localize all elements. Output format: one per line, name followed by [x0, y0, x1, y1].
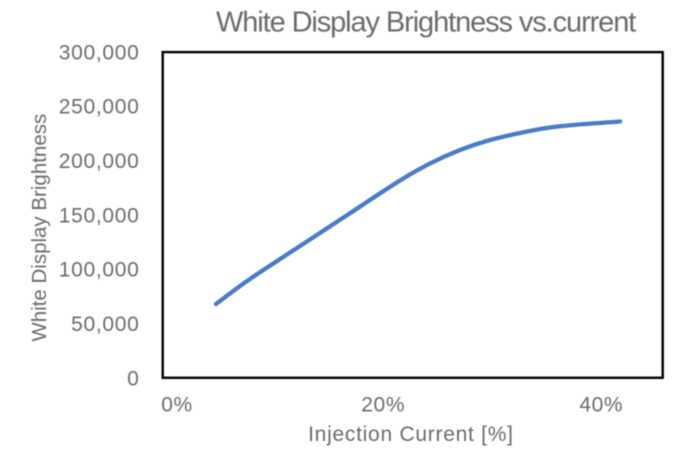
svg-text:0%: 0% [161, 394, 193, 417]
svg-text:Injection Current [%]: Injection Current [%] [308, 423, 514, 446]
svg-text:100,000: 100,000 [59, 259, 140, 282]
svg-text:White Display Brightness: White Display Brightness [28, 114, 51, 342]
svg-text:300,000: 300,000 [59, 41, 140, 64]
svg-text:White Display Brightness vs.cu: White Display Brightness vs.current [216, 7, 636, 39]
svg-text:20%: 20% [361, 394, 405, 417]
svg-text:50,000: 50,000 [71, 313, 139, 336]
svg-text:200,000: 200,000 [59, 150, 140, 173]
svg-text:40%: 40% [579, 394, 623, 417]
svg-text:250,000: 250,000 [59, 96, 140, 119]
svg-text:0: 0 [127, 367, 139, 390]
svg-text:150,000: 150,000 [59, 204, 140, 227]
